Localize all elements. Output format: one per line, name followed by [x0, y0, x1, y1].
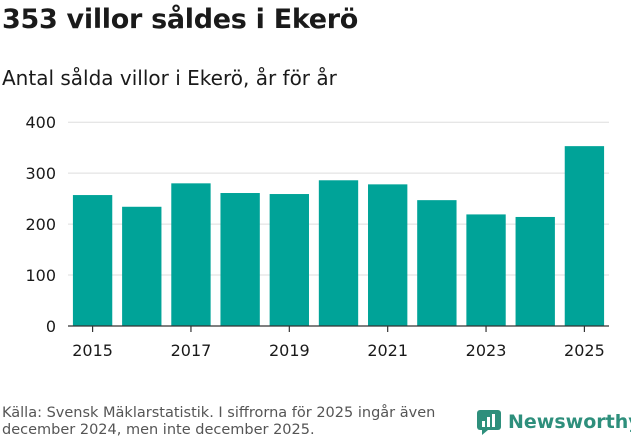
x-tick-label: 2019 — [269, 341, 310, 360]
y-tick-label: 300 — [25, 164, 56, 183]
chart-subtitle: Antal sålda villor i Ekerö, år för år — [2, 66, 337, 90]
bar-2016 — [122, 206, 162, 326]
bar-2022 — [417, 200, 457, 326]
x-tick-label: 2015 — [72, 341, 113, 360]
bar-2017 — [171, 183, 211, 326]
y-tick-label: 0 — [46, 317, 56, 336]
x-tick-label: 2021 — [367, 341, 408, 360]
bar-2025 — [564, 146, 605, 326]
bar-2024 — [515, 216, 555, 326]
x-tick-label: 2023 — [466, 341, 507, 360]
brand-logo: Newsworthy — [476, 409, 631, 435]
source-note: Källa: Svensk Mäklarstatistik. I siffror… — [2, 405, 436, 438]
bar-2015 — [72, 195, 113, 326]
bars — [72, 146, 605, 326]
bar-2023 — [466, 214, 506, 326]
y-tick-label: 200 — [25, 215, 56, 234]
axes: 0 100 200 300 400 2015 2017 2019 2021 2023 2025 — [25, 113, 609, 360]
chart-title: 353 villor såldes i Ekerö — [2, 4, 359, 35]
bar-2021 — [368, 184, 408, 326]
bar-chart: 0 100 200 300 400 2015 2017 2019 2021 2023 2025 — [25, 113, 609, 360]
y-tick-label: 400 — [25, 113, 56, 132]
y-tick-label: 100 — [25, 266, 56, 285]
newsworthy-logo-icon — [477, 410, 501, 435]
bar-2018 — [220, 193, 260, 326]
bar-2020 — [318, 180, 359, 326]
x-tick-label: 2017 — [171, 341, 212, 360]
bar-2019 — [269, 194, 309, 326]
x-tick-label: 2025 — [564, 341, 605, 360]
brand-name: Newsworthy — [508, 411, 631, 433]
